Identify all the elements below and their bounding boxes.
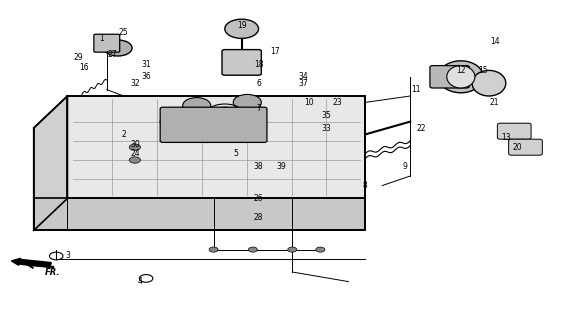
Circle shape: [129, 144, 140, 150]
Text: 17: 17: [270, 47, 280, 56]
Circle shape: [288, 247, 297, 252]
Text: 14: 14: [490, 37, 500, 46]
Text: 32: 32: [130, 79, 140, 88]
Circle shape: [209, 247, 218, 252]
Text: 18: 18: [254, 60, 263, 68]
Text: 5: 5: [234, 149, 238, 158]
Circle shape: [248, 247, 257, 252]
Text: 27: 27: [107, 50, 117, 59]
Text: 20: 20: [512, 143, 522, 152]
Ellipse shape: [472, 70, 506, 96]
Ellipse shape: [438, 61, 483, 93]
Text: 1: 1: [99, 34, 103, 43]
Text: 22: 22: [417, 124, 426, 132]
Circle shape: [183, 98, 211, 114]
Circle shape: [104, 40, 132, 56]
FancyBboxPatch shape: [94, 34, 120, 52]
FancyArrow shape: [11, 258, 51, 267]
Text: 21: 21: [490, 98, 499, 107]
Polygon shape: [67, 96, 365, 198]
Text: 6: 6: [256, 79, 261, 88]
Ellipse shape: [447, 66, 475, 88]
Text: 24: 24: [130, 149, 140, 158]
Text: FR.: FR.: [45, 268, 61, 277]
Text: 11: 11: [411, 85, 420, 94]
FancyBboxPatch shape: [497, 123, 531, 139]
Text: 15: 15: [478, 66, 488, 75]
Text: 34: 34: [298, 72, 309, 81]
Text: 28: 28: [254, 213, 263, 222]
Text: 10: 10: [304, 98, 314, 107]
Circle shape: [316, 247, 325, 252]
Text: 19: 19: [237, 21, 247, 30]
Text: 37: 37: [298, 79, 309, 88]
Text: 9: 9: [402, 162, 407, 171]
Text: 35: 35: [321, 111, 331, 120]
Text: 26: 26: [253, 194, 264, 203]
Text: 3: 3: [65, 252, 70, 260]
Text: 33: 33: [321, 124, 331, 132]
Text: 16: 16: [79, 63, 89, 72]
Text: 30: 30: [130, 140, 140, 148]
Polygon shape: [34, 96, 67, 230]
Text: 23: 23: [332, 98, 342, 107]
Circle shape: [166, 114, 194, 130]
Circle shape: [225, 19, 259, 38]
Text: 29: 29: [74, 53, 84, 62]
Text: 39: 39: [276, 162, 286, 171]
Circle shape: [129, 157, 140, 163]
Text: 4: 4: [138, 277, 143, 286]
Circle shape: [211, 107, 239, 123]
Text: 8: 8: [363, 181, 368, 190]
Text: 36: 36: [141, 72, 151, 81]
Text: 7: 7: [256, 104, 261, 113]
Text: 38: 38: [253, 162, 264, 171]
FancyBboxPatch shape: [430, 66, 469, 88]
Text: 31: 31: [141, 60, 151, 68]
Text: 2: 2: [121, 130, 126, 139]
Text: 13: 13: [501, 133, 511, 142]
FancyBboxPatch shape: [509, 139, 542, 155]
Text: 25: 25: [119, 28, 129, 36]
FancyBboxPatch shape: [222, 50, 261, 75]
Circle shape: [233, 94, 261, 110]
Text: 12: 12: [456, 66, 465, 75]
FancyBboxPatch shape: [160, 107, 267, 142]
Polygon shape: [34, 198, 365, 230]
